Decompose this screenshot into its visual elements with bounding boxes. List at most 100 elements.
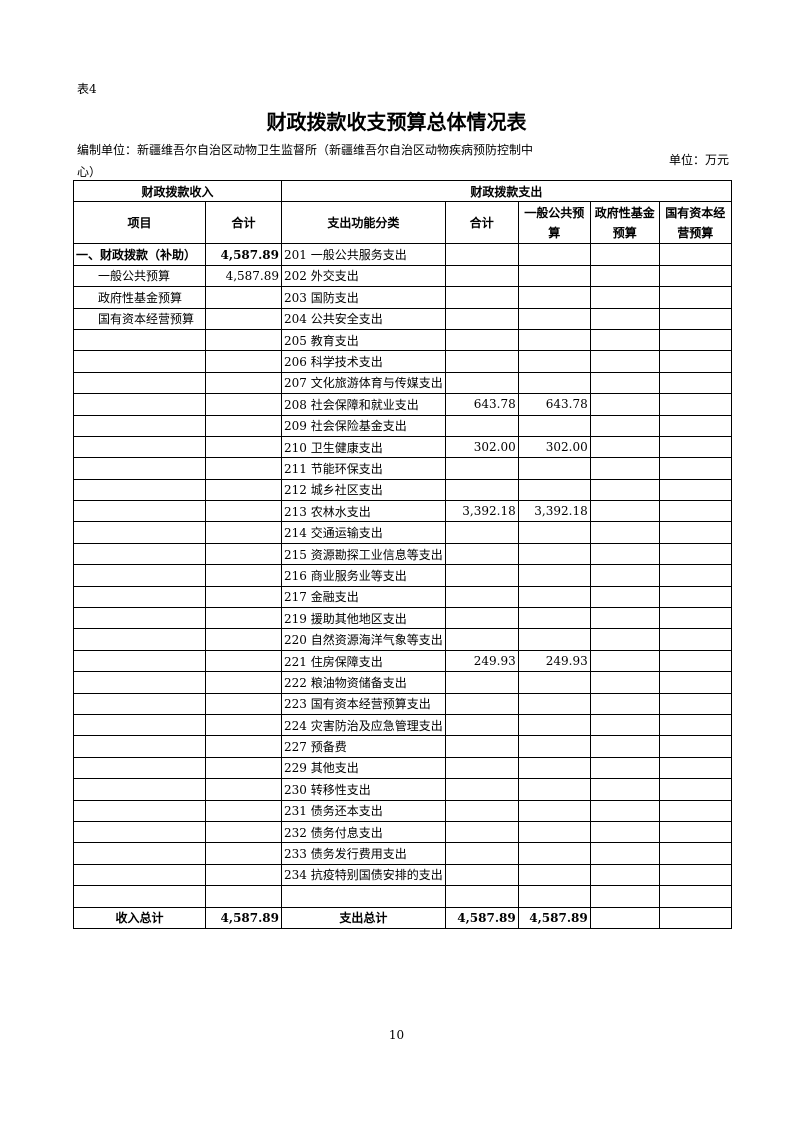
table-cell	[589, 350, 660, 373]
table-cell	[444, 713, 519, 737]
table-cell	[444, 607, 519, 630]
table-cell: 214 交通运输支出	[281, 521, 446, 544]
table-cell	[517, 820, 591, 844]
table-cell	[658, 564, 732, 587]
table-cell: 224 灾害防治及应急管理支出	[281, 713, 446, 737]
table-cell: 一、财政拨款（补助）	[73, 243, 206, 266]
table-cell	[589, 842, 660, 865]
table-cell: 208 社会保障和就业支出	[281, 393, 446, 416]
table-cell: 231 债务还本支出	[281, 799, 446, 822]
table-cell: 4,587.89	[205, 906, 282, 929]
table-cell	[517, 778, 591, 801]
table-cell: 国有资本经营预算	[73, 307, 206, 330]
table-cell	[73, 756, 206, 780]
table-cell: 227 预备费	[281, 735, 446, 758]
table-cell	[205, 692, 282, 715]
table-cell: 222 粮油物资储备支出	[281, 671, 446, 694]
table-cell: 4,587.89	[444, 906, 519, 929]
table-cell	[73, 820, 206, 844]
table-cell	[73, 799, 206, 822]
table-cell	[73, 521, 206, 544]
table-row: 216 商业服务业等支出	[73, 564, 732, 587]
table-cell	[205, 607, 282, 630]
table-cell	[589, 863, 660, 887]
table-cell	[444, 735, 519, 758]
table-cell	[205, 820, 282, 844]
table-cell	[444, 371, 519, 395]
table-cell	[658, 264, 732, 288]
table-cell	[281, 885, 446, 908]
table-cell	[658, 500, 732, 523]
table-cell	[658, 286, 732, 309]
table-cell: 201 一般公共服务支出	[281, 243, 446, 266]
table-cell	[444, 286, 519, 309]
table-cell: 234 抗疫特别国债安排的支出	[281, 863, 446, 887]
organization: 编制单位：新疆维吾尔自治区动物卫生监督所（新疆维吾尔自治区动物疾病预防控制中心）	[77, 143, 534, 179]
table-row: 230 转移性支出	[73, 778, 732, 801]
table-cell: 302.00	[444, 435, 519, 459]
unit: 单位：万元	[668, 153, 729, 167]
table-cell	[205, 585, 282, 609]
table-cell: 302.00	[517, 435, 591, 459]
table-cell: 支出总计	[281, 906, 446, 929]
table-cell	[205, 435, 282, 459]
table-row: 207 文化旅游体育与传媒支出	[73, 371, 732, 395]
table-cell	[658, 906, 732, 929]
table-cell	[517, 885, 591, 908]
table-cell	[73, 649, 206, 673]
table-cell	[517, 564, 591, 587]
table-cell	[444, 799, 519, 822]
table-cell	[658, 885, 732, 908]
blank-row	[73, 885, 732, 908]
table-cell	[205, 885, 282, 908]
table-cell	[444, 521, 519, 544]
budget-table: 财政拨款收入 财政拨款支出 项目 合计 支出功能分类 合计 一般公共预算 政府性基金预算 国有…	[73, 179, 732, 929]
table-cell: 249.93	[517, 649, 591, 673]
table-cell	[658, 542, 732, 566]
table-cell	[517, 286, 591, 309]
table-cell	[589, 885, 660, 908]
table-cell	[589, 500, 660, 523]
table-cell: 232 债务付息支出	[281, 820, 446, 844]
table-cell: 643.78	[517, 393, 591, 416]
table-cell	[205, 328, 282, 352]
table-cell: 219 援助其他地区支出	[281, 607, 446, 630]
table-cell: 4,587.89	[517, 906, 591, 929]
total-row: 收入总计 4,587.89 支出总计 4,587.89 4,587.89	[73, 906, 732, 929]
table-cell	[658, 585, 732, 609]
table-cell	[517, 264, 591, 288]
table-row: 224 灾害防治及应急管理支出	[73, 713, 732, 737]
table-cell	[73, 435, 206, 459]
table-cell	[73, 628, 206, 651]
table-cell	[589, 735, 660, 758]
table-row: 219 援助其他地区支出	[73, 607, 732, 630]
table-cell	[73, 350, 206, 373]
table-cell	[658, 842, 732, 865]
table-cell	[658, 671, 732, 694]
table-cell: 230 转移性支出	[281, 778, 446, 801]
table-row: 205 教育支出	[73, 328, 732, 352]
table-cell	[73, 500, 206, 523]
table-row: 229 其他支出	[73, 756, 732, 780]
table-cell	[73, 607, 206, 630]
table-cell: 205 教育支出	[281, 328, 446, 352]
table-cell	[205, 500, 282, 523]
table-cell	[205, 842, 282, 865]
table-cell	[444, 885, 519, 908]
table-cell	[444, 842, 519, 865]
table-cell: 210 卫生健康支出	[281, 435, 446, 459]
table-cell	[444, 863, 519, 887]
column-header: 一般公共预算	[517, 201, 591, 245]
table-cell: 203 国防支出	[281, 286, 446, 309]
table-cell	[73, 842, 206, 865]
title: 财政拨款收支预算总体情况表	[266, 110, 527, 134]
table-cell	[205, 521, 282, 544]
table-cell	[444, 243, 519, 266]
table-cell	[517, 713, 591, 737]
table-cell	[589, 799, 660, 822]
column-header: 国有资本经营预算	[658, 201, 732, 245]
table-cell: 202 外交支出	[281, 264, 446, 288]
table-cell	[589, 820, 660, 844]
table-cell	[589, 607, 660, 630]
table-cell: 4,587.89	[205, 264, 282, 288]
